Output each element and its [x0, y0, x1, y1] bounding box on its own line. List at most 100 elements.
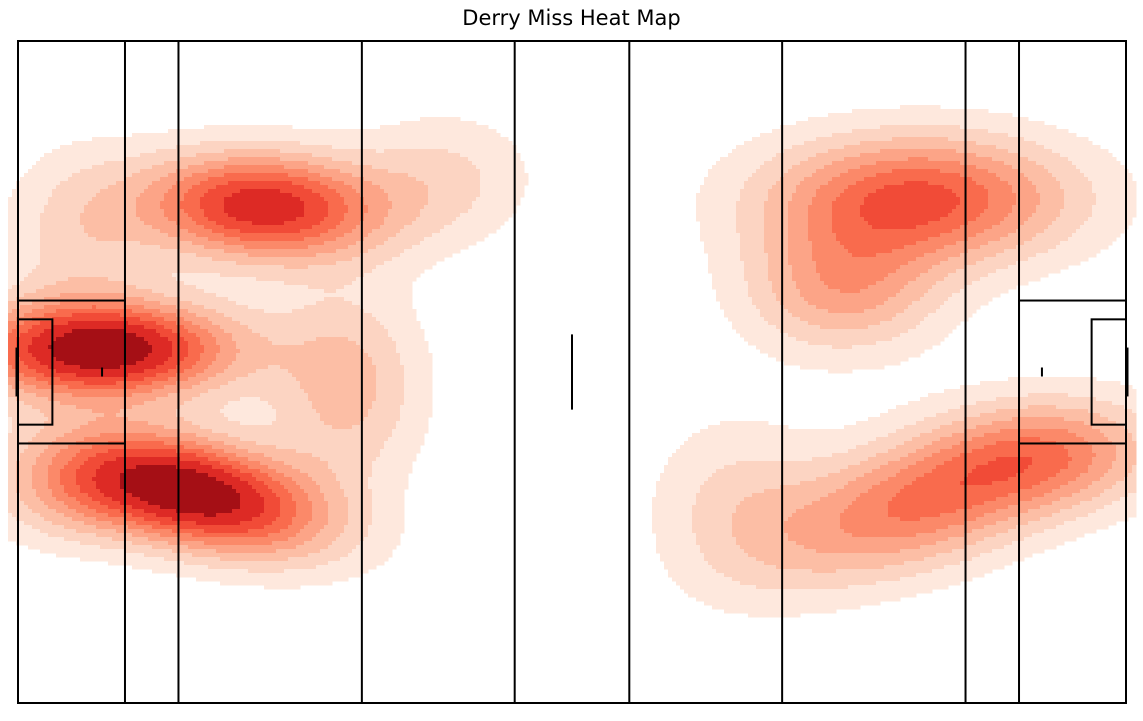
heat-cell	[144, 157, 149, 162]
heat-cell	[48, 189, 53, 194]
heat-cell	[96, 517, 101, 522]
heat-cell	[164, 313, 169, 318]
heat-cell	[136, 241, 141, 246]
heat-cell	[84, 189, 89, 194]
heat-cell	[180, 305, 185, 310]
heat-cell	[184, 465, 189, 470]
heat-cell	[72, 477, 77, 482]
heat-cell	[24, 301, 29, 306]
heat-cell	[132, 485, 137, 490]
heat-cell	[68, 173, 73, 178]
heat-cell	[144, 485, 149, 490]
heat-cell	[140, 477, 145, 482]
heat-cell	[36, 245, 41, 250]
heat-cell	[68, 541, 73, 546]
heat-cell	[28, 449, 33, 454]
heat-cell	[148, 541, 153, 546]
heat-cell	[56, 153, 61, 158]
heat-cell	[72, 329, 77, 334]
heat-cell	[152, 453, 157, 458]
heat-cell	[136, 461, 141, 466]
heat-cell	[52, 445, 57, 450]
heat-cell	[76, 505, 81, 510]
heat-cell	[184, 197, 189, 202]
heat-cell	[68, 253, 73, 258]
heat-cell	[100, 461, 105, 466]
heat-cell	[164, 365, 169, 370]
heat-cell	[148, 385, 153, 390]
heat-cell	[96, 145, 101, 150]
heat-cell	[28, 189, 33, 194]
heat-cell	[192, 169, 197, 174]
heat-cell	[92, 505, 97, 510]
heat-cell	[144, 273, 149, 278]
heat-cell	[132, 333, 137, 338]
heat-cell	[64, 545, 69, 550]
heat-cell	[52, 337, 57, 342]
heat-cell	[112, 445, 117, 450]
heat-cell	[52, 521, 57, 526]
heat-cell	[148, 181, 153, 186]
heat-cell	[60, 553, 65, 558]
heat-cell	[96, 413, 101, 418]
heat-cell	[88, 533, 93, 538]
heat-cell	[84, 445, 89, 450]
heat-cell	[80, 457, 85, 462]
heat-cell	[140, 513, 145, 518]
heat-cell	[108, 273, 113, 278]
heat-cell	[68, 157, 73, 162]
heat-cell	[124, 245, 129, 250]
heat-cell	[156, 545, 161, 550]
heat-cell	[44, 421, 49, 426]
heat-cell	[72, 337, 77, 342]
heat-cell	[68, 513, 73, 518]
heat-cell	[116, 185, 121, 190]
heat-cell	[52, 261, 57, 266]
heat-cell	[156, 365, 161, 370]
heat-cell	[60, 301, 65, 306]
heat-cell	[120, 493, 125, 498]
heat-cell	[48, 297, 53, 302]
heat-cell	[112, 517, 117, 522]
heat-cell	[56, 165, 61, 170]
heat-cell	[76, 521, 81, 526]
heat-cell	[104, 449, 109, 454]
heat-cell	[96, 453, 101, 458]
heat-cell	[132, 217, 137, 222]
heat-cell	[160, 485, 165, 490]
heat-cell	[92, 253, 97, 258]
heat-cell	[132, 213, 137, 218]
heat-cell	[8, 313, 13, 318]
heat-cell	[132, 137, 137, 142]
heat-cell	[116, 337, 121, 342]
heat-cell	[192, 301, 197, 306]
heat-cell	[84, 273, 89, 278]
heat-cell	[56, 493, 61, 498]
heat-cell	[56, 377, 61, 382]
heat-cell	[148, 229, 153, 234]
heat-cell	[120, 297, 125, 302]
heat-cell	[100, 333, 105, 338]
heat-cell	[144, 425, 149, 430]
heat-cell	[148, 217, 153, 222]
heat-cell	[72, 505, 77, 510]
heat-cell	[84, 521, 89, 526]
heat-cell	[180, 549, 185, 554]
heat-cell	[140, 317, 145, 322]
heat-cell	[128, 137, 133, 142]
heat-cell	[124, 177, 129, 182]
heat-cell	[52, 237, 57, 242]
heat-cell	[68, 349, 73, 354]
heat-cell	[188, 189, 193, 194]
heat-cell	[152, 141, 157, 146]
heat-cell	[184, 321, 189, 326]
heat-cell	[24, 185, 29, 190]
heat-cell	[192, 205, 197, 210]
heat-cell	[48, 525, 53, 530]
heat-cell	[96, 177, 101, 182]
heat-cell	[164, 433, 169, 438]
heat-cell	[188, 461, 193, 466]
heat-cell	[196, 289, 201, 294]
heat-cell	[128, 277, 133, 282]
heat-cell	[148, 225, 153, 230]
